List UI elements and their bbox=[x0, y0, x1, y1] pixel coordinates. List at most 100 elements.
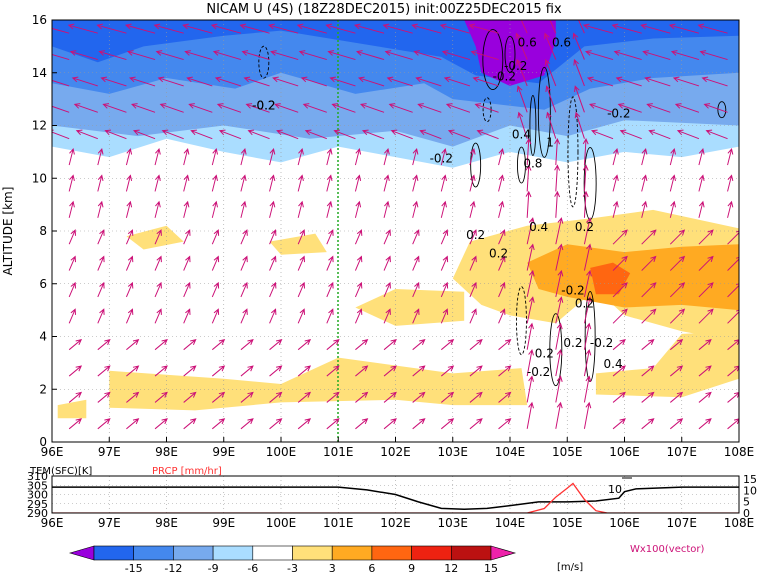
wind-vector bbox=[669, 338, 684, 351]
wind-vector bbox=[300, 76, 327, 87]
wind-vector bbox=[326, 255, 334, 271]
wind-vector bbox=[469, 281, 477, 298]
wind-vector bbox=[383, 365, 397, 377]
wind-vector bbox=[183, 365, 197, 377]
wind-vector bbox=[68, 391, 83, 403]
wind-vector bbox=[240, 147, 247, 166]
wind-vector bbox=[240, 365, 254, 377]
prcp-tick-label: 15 bbox=[743, 473, 757, 486]
wind-vector bbox=[126, 418, 140, 430]
wind-vector bbox=[619, 129, 642, 140]
wind-vector bbox=[412, 365, 426, 377]
wind-vector bbox=[240, 338, 254, 351]
wind-vector bbox=[727, 392, 739, 403]
contour-label: 0.4 bbox=[512, 128, 531, 142]
x-tick-label-bottom: 99E bbox=[212, 516, 235, 530]
tem-tick-label: 290 bbox=[27, 507, 48, 520]
colorbar-segment bbox=[212, 545, 254, 561]
tem-tick-label: 295 bbox=[27, 498, 48, 511]
tem-tick-label: 305 bbox=[27, 479, 48, 492]
wind-vector bbox=[354, 255, 363, 271]
wind-vector bbox=[125, 308, 134, 324]
wind-vector bbox=[641, 174, 648, 192]
y-tick-label: 12 bbox=[32, 119, 47, 133]
wind-vector bbox=[355, 365, 369, 377]
wind-vector bbox=[383, 255, 391, 271]
contour-label: 0.2 bbox=[563, 336, 582, 350]
vector-note: Wx100(vector) bbox=[630, 544, 705, 555]
wind-vector bbox=[698, 282, 714, 298]
colorbar-label: -9 bbox=[208, 562, 219, 575]
wind-vector bbox=[412, 229, 420, 245]
wind-vector bbox=[355, 391, 369, 403]
x-tick-label-bottom: 105E bbox=[552, 516, 583, 530]
wind-vector bbox=[613, 50, 642, 61]
wind-vector bbox=[498, 338, 512, 351]
wind-vector bbox=[326, 308, 334, 324]
wind-vector bbox=[469, 418, 483, 430]
wind-vector bbox=[240, 281, 248, 298]
wind-vector bbox=[68, 418, 83, 430]
contour-label: 0.6 bbox=[518, 35, 537, 49]
wind-vector bbox=[669, 255, 686, 271]
wind-vector bbox=[68, 200, 75, 218]
wind-vector bbox=[727, 339, 739, 351]
wind-vector bbox=[102, 103, 127, 113]
wind-vector bbox=[443, 76, 471, 87]
wind-vector bbox=[296, 23, 327, 34]
contour-label: 0.6 bbox=[552, 35, 571, 49]
wind-vector bbox=[417, 103, 442, 113]
wind-vector bbox=[269, 391, 283, 403]
wind-vector bbox=[698, 365, 712, 377]
wind-vector bbox=[469, 308, 477, 324]
wind-vector bbox=[440, 229, 449, 245]
wind-vector bbox=[412, 174, 419, 192]
wind-vector bbox=[574, 85, 585, 113]
wind-vector bbox=[698, 391, 712, 403]
wind-vector bbox=[383, 418, 397, 430]
colorbar-unit: [m/s] bbox=[557, 562, 583, 573]
wind-vector bbox=[669, 229, 686, 245]
colorbar-arrow-left bbox=[68, 545, 95, 561]
wind-vector bbox=[440, 365, 455, 377]
wind-vector bbox=[183, 338, 197, 351]
wind-vector bbox=[383, 229, 391, 245]
wind-vector bbox=[698, 418, 712, 430]
wind-vector bbox=[183, 147, 190, 166]
contour-label: 0.8 bbox=[523, 157, 542, 171]
x-tick-label-bottom: 107E bbox=[667, 516, 698, 530]
wind-vector bbox=[727, 200, 734, 218]
x-tick-label-bottom: 106E bbox=[609, 516, 640, 530]
wind-vector bbox=[440, 308, 449, 324]
wind-vector bbox=[469, 229, 477, 245]
wind-vector bbox=[472, 76, 499, 87]
x-tick-label-bottom: 102E bbox=[380, 516, 411, 530]
wind-vector bbox=[412, 391, 426, 403]
wind-vector bbox=[239, 23, 270, 34]
wind-vector bbox=[269, 365, 283, 377]
wind-vector bbox=[154, 365, 168, 377]
wind-vector bbox=[498, 255, 506, 271]
wind-vector bbox=[440, 255, 449, 271]
shade-gt3-patch1 bbox=[126, 225, 184, 250]
wind-vector bbox=[476, 129, 499, 140]
wind-vector bbox=[211, 418, 226, 430]
wind-vector bbox=[126, 50, 156, 61]
contour-label: 0.2 bbox=[575, 220, 594, 234]
wind-vector bbox=[154, 200, 161, 218]
wind-vector bbox=[498, 229, 506, 245]
wind-vector bbox=[612, 229, 628, 245]
x-tick-label-bottom: 101E bbox=[323, 516, 354, 530]
wind-vector bbox=[355, 50, 385, 61]
contour-line bbox=[504, 35, 516, 73]
contour-label: -0.2 bbox=[607, 107, 630, 121]
wind-vector bbox=[727, 365, 739, 377]
wind-vector bbox=[240, 391, 254, 403]
wind-vector bbox=[159, 103, 184, 113]
wind-vector bbox=[154, 308, 162, 324]
wind-vector bbox=[355, 418, 369, 430]
wind-vector bbox=[526, 348, 534, 377]
wind-shading bbox=[52, 20, 739, 419]
wind-vector bbox=[469, 174, 476, 192]
